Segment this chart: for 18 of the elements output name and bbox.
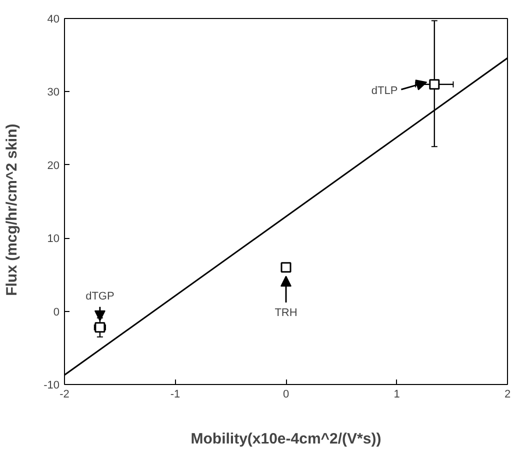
y-axis-title: Flux (mcg/hr/cm^2 skin) [4,124,21,296]
y-tick-label: 0 [53,306,60,318]
y-tick-label: 40 [47,14,60,26]
y-tick-label: 30 [47,86,60,99]
annotation: dTGP [86,290,114,303]
point [280,262,292,273]
annotation: TRH [274,306,298,319]
x-tick-label: -2 [60,388,70,400]
x-axis-title: Mobility(x10e-4cm^2/(V*s)) [190,430,382,448]
y-tick-label: 10 [47,233,60,246]
y-tick-label: 20 [47,160,60,172]
x-tick-label: 2 [504,388,511,400]
y-tick-label: -10 [44,380,60,392]
annotation: dTLP [371,84,398,97]
x-tick-label: 0 [282,388,290,400]
x-tick-label: -1 [170,388,180,400]
x-tick-label: 1 [394,388,400,400]
point [429,79,440,90]
